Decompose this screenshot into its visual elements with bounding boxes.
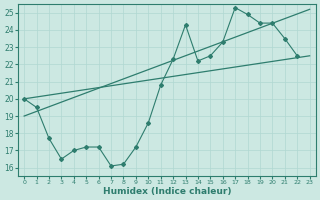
X-axis label: Humidex (Indice chaleur): Humidex (Indice chaleur) — [103, 187, 231, 196]
